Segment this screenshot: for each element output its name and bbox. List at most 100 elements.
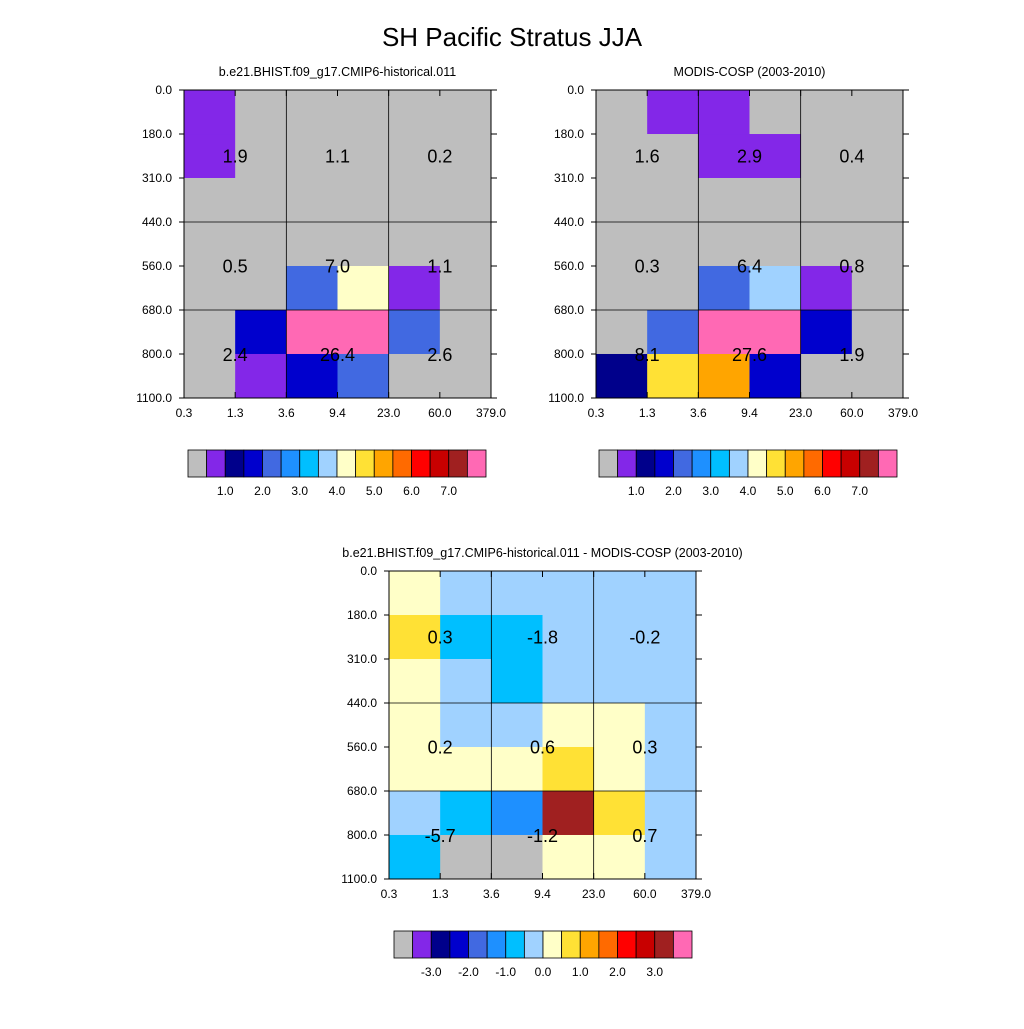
panel-2-x-tick-label: 379.0 — [888, 406, 918, 420]
panel-3-colorbar-label: 3.0 — [646, 965, 663, 979]
panel-3-cell — [389, 703, 441, 748]
panel-1-cell — [388, 265, 441, 311]
panel-1-colorbar-swatch — [411, 449, 431, 478]
panel-1-x-tick-label: 379.0 — [476, 406, 506, 420]
panel-2-cell — [749, 90, 802, 135]
panel-1-x-tick-label: 1.3 — [227, 406, 244, 420]
panel-3-cell — [542, 746, 595, 792]
panel-2-y-tick-label: 800.0 — [554, 347, 584, 361]
panel-1-cell — [439, 177, 492, 223]
panel-3-colorbar-swatch — [505, 930, 525, 959]
panel-2-colorbar-swatch — [877, 449, 898, 478]
panel-3-x-tick-label: 379.0 — [681, 887, 711, 901]
panel-1-cell — [184, 310, 236, 355]
panel-1-colorbar-swatch — [224, 449, 245, 478]
panel-1-y-tick-label: 180.0 — [142, 127, 172, 141]
panel-1-cell — [235, 134, 287, 179]
panel-3-x-tick-label: 9.4 — [534, 887, 551, 901]
panel-3-y-tick-label: 680.0 — [347, 784, 377, 798]
panel-2-bin-value: 6.4 — [737, 256, 762, 276]
panel-3-colorbar-swatch — [523, 930, 544, 959]
panel-3-cell — [644, 658, 697, 704]
panel-1-bin-value: 26.4 — [320, 345, 355, 365]
panel-3-colorbar-swatch — [635, 930, 656, 959]
panel-1-cell — [286, 134, 338, 179]
panel-3-bin-value: 0.3 — [428, 628, 453, 648]
panel-2-colorbar-swatch — [784, 449, 805, 478]
panel-2-cell — [647, 222, 699, 267]
panel-2-cell — [749, 265, 802, 311]
panel-2-cell — [800, 353, 853, 399]
panel-3-cell — [491, 746, 543, 792]
panel-1-cell — [184, 265, 236, 311]
panel-2-colorbar-label: 2.0 — [665, 484, 682, 498]
panel-2-colorbar-swatch — [766, 449, 786, 478]
panel-2-colorbar-swatch — [654, 449, 674, 478]
panel-1-colorbar-swatch — [243, 449, 263, 478]
panel-3-y-tick-label: 0.0 — [360, 564, 377, 578]
panel-3-cell — [440, 571, 492, 616]
panel-3-bin-value: 0.6 — [530, 737, 555, 757]
panel-1-bin-value: 1.1 — [325, 147, 350, 167]
panel-3-cell — [440, 658, 492, 704]
panel-1-bin-value: 2.4 — [223, 345, 248, 365]
panel-3-cell — [389, 615, 441, 660]
panel-1-cell — [235, 222, 287, 267]
panel-2-cell — [698, 222, 750, 267]
panel-2-cell — [698, 310, 750, 355]
panel-2-cell — [800, 222, 853, 267]
panel-3-y-tick-label: 1100.0 — [341, 872, 377, 886]
panel-1-cell — [235, 353, 287, 399]
panel-1-cell — [439, 134, 492, 179]
panel-3-colorbar-label: -1.0 — [495, 965, 516, 979]
panel-1-cell — [184, 90, 236, 135]
panel-3-cell — [593, 615, 646, 660]
panel-3-x-tick-label: 23.0 — [582, 887, 606, 901]
panel-1-cell — [235, 177, 287, 223]
panel-1-colorbar-label: 1.0 — [217, 484, 234, 498]
panel-3-colorbar-swatch — [579, 930, 600, 959]
panel-2-colorbar-label: 4.0 — [740, 484, 757, 498]
panel-3-colorbar-label: 2.0 — [609, 965, 626, 979]
panel-3-cell — [389, 791, 441, 836]
panel-2-cell — [698, 177, 750, 223]
panel-1-title: b.e21.BHIST.f09_g17.CMIP6-historical.011 — [219, 65, 456, 79]
panel-1-cell — [388, 134, 441, 179]
panel-1-colorbar-swatch — [355, 449, 375, 478]
panel-2-bin-value: 27.6 — [732, 345, 767, 365]
panel-3-bin-value: -1.2 — [527, 826, 558, 846]
panel-2-cell — [647, 134, 699, 179]
panel-1-bin-value: 0.5 — [223, 256, 248, 276]
panel-3-colorbar-swatch — [561, 930, 581, 959]
main-title: SH Pacific Stratus JJA — [382, 22, 643, 52]
panel-1-colorbar-swatch — [466, 449, 487, 478]
panel-1-cell — [184, 222, 236, 267]
panel-2-x-tick-label: 23.0 — [789, 406, 813, 420]
panel-1-cell — [439, 265, 492, 311]
panel-2-colorbar-swatch — [673, 449, 693, 478]
panel-2-colorbar-swatch — [747, 449, 768, 478]
panel-2-cell — [800, 90, 853, 135]
panel-2-bin-value: 0.4 — [839, 147, 864, 167]
panel-1-bin-value: 1.1 — [427, 256, 452, 276]
panel-3-cell — [644, 791, 697, 836]
panel-2-colorbar-swatch — [635, 449, 656, 478]
panel-2-cell — [851, 134, 904, 179]
panel-3-y-tick-label: 180.0 — [347, 608, 377, 622]
panel-1-cell — [337, 222, 390, 267]
panel-1-cell — [235, 310, 287, 355]
panel-3-colorbar-swatch — [598, 930, 618, 959]
panel-1-cell — [439, 310, 492, 355]
panel-3-bin-value: -5.7 — [425, 826, 456, 846]
panel-1-x-tick-label: 60.0 — [428, 406, 452, 420]
panel-1-colorbar-label: 3.0 — [291, 484, 308, 498]
panel-2-colorbar-label: 7.0 — [851, 484, 868, 498]
panel-3-colorbar-label: -3.0 — [421, 965, 442, 979]
panel-2-colorbar-swatch — [822, 449, 842, 478]
panel-3-y-tick-label: 440.0 — [347, 696, 377, 710]
panel-2-bin-value: 0.8 — [839, 256, 864, 276]
panel-2-cell — [596, 177, 648, 223]
panel-3-bin-value: -1.8 — [527, 628, 558, 648]
panel-1-cell — [337, 90, 390, 135]
